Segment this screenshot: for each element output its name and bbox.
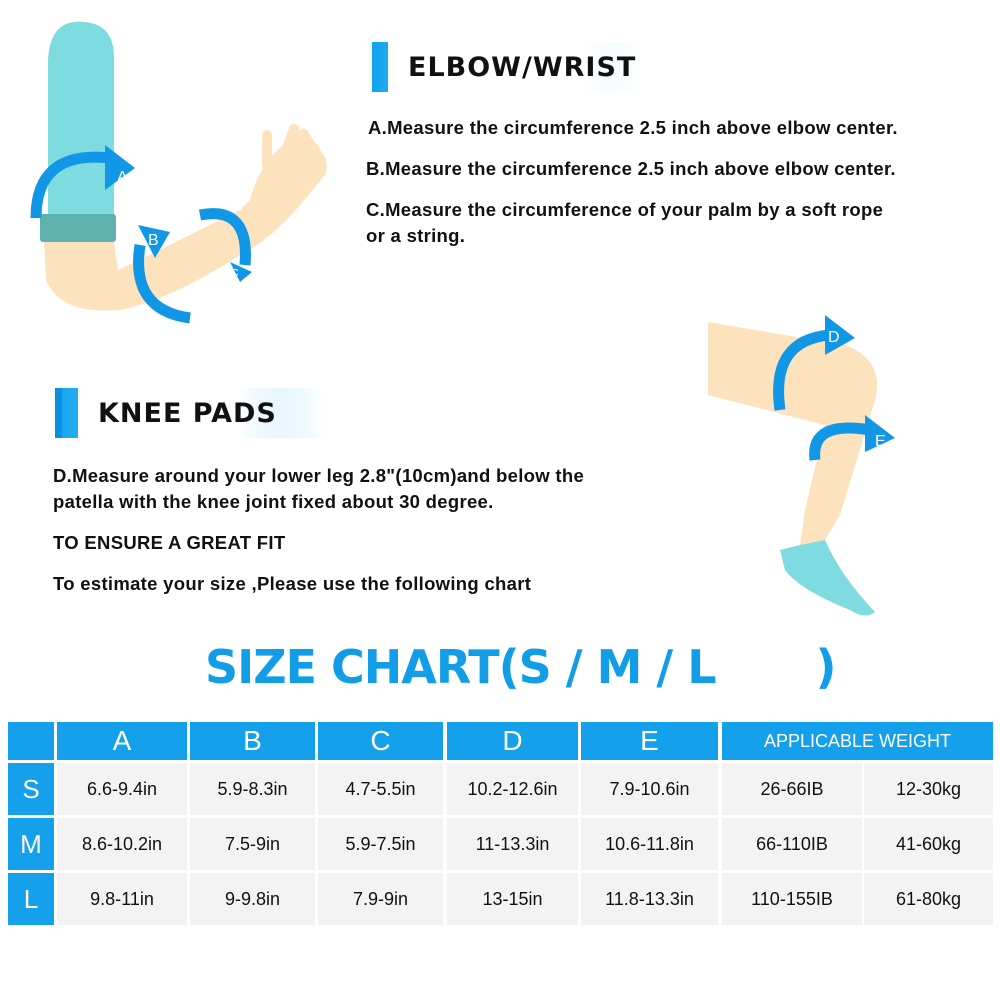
- table-cell: 9.8-11in: [57, 873, 187, 925]
- table-cell: 9-9.8in: [190, 873, 315, 925]
- table-cell: 66-110IB: [722, 818, 862, 870]
- size-label: S: [8, 763, 54, 815]
- label-c: c: [232, 264, 239, 279]
- instruction-a: A.Measure the circumference 2.5 inch abo…: [368, 117, 898, 138]
- fit-note: TO ENSURE A GREAT FIT: [53, 532, 286, 553]
- header-2: C: [318, 722, 443, 760]
- table-cell: 41-60kg: [864, 818, 993, 870]
- arm-illustration: A Bc: [30, 21, 327, 324]
- table-cell: 10.6-11.8in: [581, 818, 718, 870]
- header-1: B: [190, 722, 315, 760]
- label-a: A: [117, 169, 128, 186]
- instruction-b: B.Measure the circumference 2.5 inch abo…: [366, 158, 896, 179]
- knee-pads-banner: KNEE PADS: [55, 388, 325, 438]
- table-cell: 7.5-9in: [190, 818, 315, 870]
- table-cell: 5.9-7.5in: [318, 818, 443, 870]
- chart-note: To estimate your size ,Please use the fo…: [53, 573, 532, 594]
- table-cell: 11-13.3in: [447, 818, 578, 870]
- table-cell: 5.9-8.3in: [190, 763, 315, 815]
- table-cell: 7.9-10.6in: [581, 763, 718, 815]
- table-cell: 8.6-10.2in: [57, 818, 187, 870]
- elbow-wrist-banner: ELBOW/WRIST: [372, 42, 667, 92]
- knee-pads-heading: KNEE PADS: [78, 388, 307, 438]
- size-label: L: [8, 873, 54, 925]
- table-cell: 7.9-9in: [318, 873, 443, 925]
- table-cell: 6.6-9.4in: [57, 763, 187, 815]
- instruction-c: C.Measure the circumference of your palm…: [366, 199, 884, 220]
- header-corner: [8, 722, 54, 760]
- header-5: APPLICABLE WEIGHT: [722, 722, 993, 760]
- leg-illustration: DE: [708, 315, 895, 616]
- table-cell: 11.8-13.3in: [581, 873, 718, 925]
- table-cell: 12-30kg: [864, 763, 993, 815]
- size-chart-title: SIZE CHART(S / M / L): [205, 640, 837, 694]
- instruction-d-cont: patella with the knee joint fixed about …: [53, 491, 494, 512]
- table-cell: 13-15in: [447, 873, 578, 925]
- table-cell: 4.7-5.5in: [318, 763, 443, 815]
- header-3: D: [447, 722, 578, 760]
- elbow-wrist-heading: ELBOW/WRIST: [388, 42, 667, 92]
- header-0: A: [57, 722, 187, 760]
- table-cell: 110-155IB: [722, 873, 862, 925]
- label-d: D: [828, 329, 840, 346]
- label-e: E: [875, 433, 886, 450]
- size-chart-title-text: SIZE CHART(S / M / L: [205, 640, 717, 694]
- table-cell: 61-80kg: [864, 873, 993, 925]
- header-4: E: [581, 722, 718, 760]
- instruction-c-cont: or a string.: [366, 225, 466, 246]
- label-b: B: [148, 232, 159, 249]
- instruction-d: D.Measure around your lower leg 2.8"(10c…: [53, 465, 585, 486]
- table-cell: 26-66IB: [722, 763, 862, 815]
- size-chart-title-close: ): [815, 640, 837, 694]
- table-cell: 10.2-12.6in: [447, 763, 578, 815]
- size-label: M: [8, 818, 54, 870]
